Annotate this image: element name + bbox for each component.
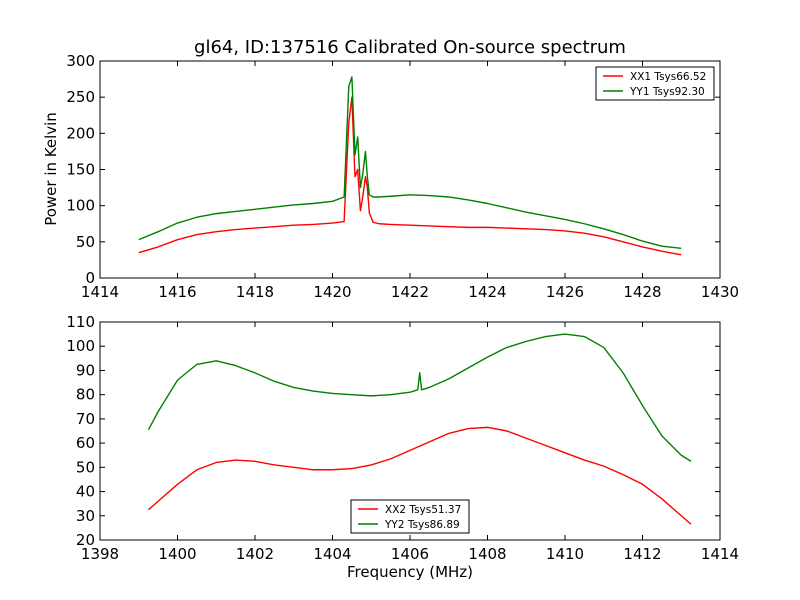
y-tick-label: 70 [76,410,95,428]
chart-top: gl64, ID:137516 Calibrated On-source spe… [42,37,739,301]
x-tick-label: 1414 [81,283,119,301]
x-tick-label: 1406 [391,545,429,563]
x-tick-label: 1424 [468,283,506,301]
series-line-2 [147,333,692,462]
x-tick-label: 1408 [468,545,506,563]
y-tick-label: 110 [66,313,95,331]
y-axis-label: Power in Kelvin [42,112,60,226]
x-tick-label: 1402 [236,545,274,563]
plot-area: 1414 1416 1418 1420 1422 1424 1426 1428 1430 0 50 1… [66,52,739,301]
y-tick-label: 80 [76,386,95,404]
x-tick-label: 1398 [81,545,119,563]
chart-bottom: Frequency (MHz) 1398 1400 1402 1404 1406 1408… [66,313,739,581]
series-line-1 [138,96,682,256]
y-tick-label: 50 [76,233,95,251]
plot-area: 1398 1400 1402 1404 1406 1408 1410 1412 1414 20 30… [66,313,739,563]
x-tick-label: 1430 [701,283,739,301]
legend-entry: XX1 Tsys66.52 [630,71,706,83]
legend-entry: YY2 Tsys86.89 [384,519,460,531]
x-tick-label: 1416 [158,283,196,301]
x-axis-label: Frequency (MHz) [347,563,473,581]
x-tick-label: 1428 [623,283,661,301]
x-tick-label: 1418 [236,283,274,301]
y-tick-label: 300 [66,52,95,70]
y-tick-label: 100 [66,337,95,355]
legend: XX2 Tsys51.37 YY2 Tsys86.89 [350,499,470,534]
x-tick-label: 1426 [546,283,584,301]
y-tick-label: 250 [66,88,95,106]
series-line-2 [138,76,682,250]
x-tick-label: 1414 [701,545,739,563]
x-tick-label: 1410 [546,545,584,563]
y-tick-label: 40 [76,483,95,501]
series-line-1 [147,426,692,525]
y-tick-label: 0 [85,269,95,287]
y-tick-label: 60 [76,434,95,452]
x-tick-label: 1422 [391,283,429,301]
legend-box [595,66,715,101]
x-tick-label: 1404 [313,545,351,563]
y-tick-label: 20 [76,531,95,549]
x-tick-label: 1420 [313,283,351,301]
y-tick-label: 50 [76,458,95,476]
y-tick-label: 30 [76,507,95,525]
legend-entry: XX2 Tsys51.37 [385,504,461,516]
y-tick-label: 90 [76,361,95,379]
legend: XX1 Tsys66.52 YY1 Tsys92.30 [595,66,715,101]
chart-title: gl64, ID:137516 Calibrated On-source spe… [194,37,626,58]
y-tick-label: 100 [66,197,95,215]
x-tick-label: 1412 [623,545,661,563]
x-tick-label: 1400 [158,545,196,563]
legend-entry: YY1 Tsys92.30 [629,86,705,98]
y-tick-label: 200 [66,124,95,142]
legend-box [350,499,470,534]
y-tick-label: 150 [66,161,95,179]
